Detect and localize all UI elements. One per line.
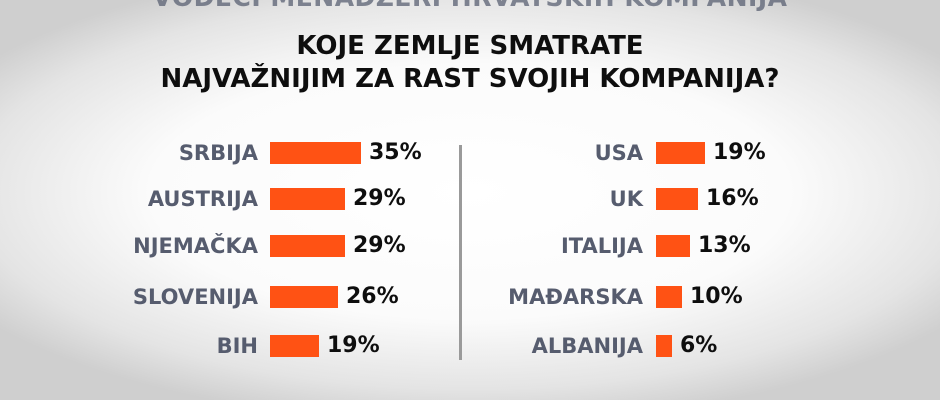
bar xyxy=(270,142,361,164)
bar xyxy=(270,286,338,308)
value-label: 35% xyxy=(369,140,422,165)
category-label: BIH xyxy=(216,334,258,358)
chart-title: KOJE ZEMLJE SMATRATE NAJVAŽNIJIM ZA RAST… xyxy=(0,30,940,96)
title-line-1: KOJE ZEMLJE SMATRATE xyxy=(296,31,644,61)
bar xyxy=(270,235,345,257)
category-label: ITALIJA xyxy=(560,234,643,258)
value-label: 26% xyxy=(346,284,399,309)
value-label: 29% xyxy=(353,186,406,211)
value-label: 16% xyxy=(706,186,759,211)
category-label: USA xyxy=(594,141,643,165)
bar xyxy=(656,286,682,308)
bar xyxy=(270,335,319,357)
category-label: UK xyxy=(609,187,643,211)
value-label: 10% xyxy=(690,284,743,309)
bar xyxy=(656,235,690,257)
category-label: SLOVENIJA xyxy=(132,285,258,309)
value-label: 6% xyxy=(680,333,718,358)
bar xyxy=(656,335,672,357)
value-label: 19% xyxy=(327,333,380,358)
bar xyxy=(656,188,698,210)
bar xyxy=(656,142,705,164)
value-label: 19% xyxy=(713,140,766,165)
category-label: MAĐARSKA xyxy=(508,285,643,309)
category-label: SRBIJA xyxy=(178,141,258,165)
category-label: ALBANIJA xyxy=(531,334,643,358)
bar xyxy=(270,188,345,210)
supertitle: VODEĆI MENADŽERI HRVATSKIH KOMPANIJA xyxy=(0,0,940,12)
value-label: 13% xyxy=(698,233,751,258)
category-label: AUSTRIJA xyxy=(147,187,258,211)
column-divider xyxy=(459,145,462,360)
category-label: NJEMAČKA xyxy=(133,234,258,258)
value-label: 29% xyxy=(353,233,406,258)
title-line-2: NAJVAŽNIJIM ZA RAST SVOJIH KOMPANIJA? xyxy=(160,64,780,94)
